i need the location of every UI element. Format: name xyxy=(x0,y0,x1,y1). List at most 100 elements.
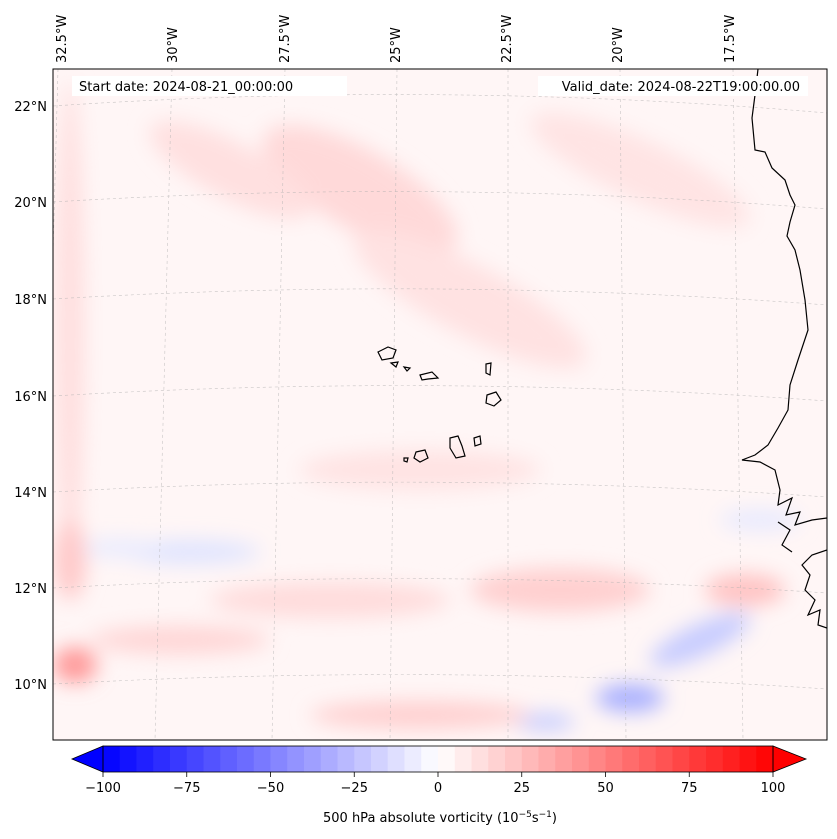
parallel-22N xyxy=(53,94,827,114)
vorticity-pos-southwest xyxy=(54,520,86,600)
map-frame xyxy=(52,68,828,741)
island-santo-antao xyxy=(377,346,397,361)
vorticity-neg-bottom xyxy=(515,713,575,731)
colorbar-segment xyxy=(756,746,774,772)
colorbar-tick-label: 75 xyxy=(681,781,698,796)
vorticity-neg-band-2 xyxy=(80,539,160,557)
lat-label-20N: 20°N xyxy=(14,196,47,211)
colorbar-segment xyxy=(639,746,657,772)
colorbar-segment xyxy=(119,746,137,772)
lon-label-27.5W: 27.5°W xyxy=(278,15,293,63)
colorbar-segment xyxy=(521,746,539,772)
meridian-27.5W xyxy=(271,69,286,740)
colorbar-segment xyxy=(605,746,623,772)
island-sao-vicente xyxy=(389,361,399,368)
lat-label-22N: 22°N xyxy=(14,100,47,115)
colorbar-segment xyxy=(170,746,188,772)
colorbar-segment xyxy=(186,746,204,772)
colorbar-segment xyxy=(538,746,556,772)
vorticity-band-north xyxy=(262,125,458,255)
vorticity-pos-band-1 xyxy=(470,568,650,612)
lon-label-20W: 20°W xyxy=(611,27,626,63)
colorbar-segment xyxy=(136,746,154,772)
parallel-16N xyxy=(53,385,827,402)
colorbar-extend-min xyxy=(70,745,104,773)
colorbar-label-base: 500 hPa absolute vorticity (10 xyxy=(323,811,519,826)
colorbar-ticks: −100 −75 −50 −25 0 25 50 75 100 xyxy=(85,772,785,796)
lat-label-16N: 16°N xyxy=(14,390,47,405)
meridian-30W xyxy=(154,69,173,740)
lat-label-10N: 10°N xyxy=(14,678,47,693)
colorbar-tick-label: 25 xyxy=(513,781,530,796)
africa-coastline xyxy=(741,69,827,526)
colorbar-segment xyxy=(471,746,489,772)
colorbar-segment xyxy=(371,746,389,772)
vorticity-pos-band-3 xyxy=(90,626,270,654)
lat-label-14N: 14°N xyxy=(14,486,47,501)
colorbar-label: 500 hPa absolute vorticity (10−5s−1) xyxy=(323,810,557,826)
lon-label-17.5W: 17.5°W xyxy=(723,15,738,63)
vorticity-band-central xyxy=(354,231,586,369)
colorbar-tick-label: 100 xyxy=(761,781,786,796)
colorbar-segment xyxy=(454,746,472,772)
parallel-10N xyxy=(53,674,827,690)
island-sal xyxy=(485,362,492,376)
colorbar-segment xyxy=(203,746,221,772)
colorbar-label-exp1: −5 xyxy=(519,810,532,820)
colorbar-segment xyxy=(337,746,355,772)
meridian-25W xyxy=(389,69,398,740)
colorbar-segment xyxy=(488,746,506,772)
colorbar-segments xyxy=(103,746,774,772)
meridian-20W xyxy=(619,69,627,740)
island-fogo xyxy=(413,449,429,463)
colorbar-segment xyxy=(153,746,171,772)
vorticity-pos-band-2 xyxy=(210,582,450,618)
vorticity-pos-bottom xyxy=(310,701,530,729)
vorticity-pos-southeast xyxy=(705,574,785,606)
island-santa-luzia xyxy=(402,366,412,372)
colorbar-tick-label: −75 xyxy=(173,781,200,796)
colorbar-label-exp2: −1 xyxy=(539,810,552,820)
parallel-12N xyxy=(53,578,827,594)
longitude-labels: 32.5°W 30°W 27.5°W 25°W 22.5°W 20°W 17.5… xyxy=(55,15,738,63)
vorticity-pos-center xyxy=(300,450,540,490)
latitude-labels: 22°N 20°N 18°N 16°N 14°N 12°N 10°N xyxy=(14,100,47,693)
valid-date-box xyxy=(538,76,808,96)
colorbar-segment xyxy=(722,746,740,772)
colorbar-segment xyxy=(655,746,673,772)
colorbar-tick-label: 0 xyxy=(434,781,442,796)
vorticity-max-southwest xyxy=(53,647,97,683)
colorbar-tick-label: −25 xyxy=(341,781,368,796)
colorbar-segment xyxy=(354,746,372,772)
colorbar-segment xyxy=(555,746,573,772)
island-boa-vista xyxy=(485,391,502,407)
colorbar-segment xyxy=(387,746,405,772)
colorbar-label-mid: s xyxy=(532,811,539,826)
colorbar-segment xyxy=(287,746,305,772)
vorticity-field xyxy=(53,80,800,731)
colorbar-extend-max xyxy=(772,745,808,773)
valid-date-label: Valid_date: 2024-08-22T19:00:00.00 xyxy=(562,80,800,95)
meridian-17.5W xyxy=(732,69,744,740)
lon-label-32.5W: 32.5°W xyxy=(55,15,70,63)
colorbar-segment xyxy=(689,746,707,772)
colorbar-segment xyxy=(438,746,456,772)
start-date-label: Start date: 2024-08-21_00:00:00 xyxy=(79,80,293,95)
colorbar-segment xyxy=(622,746,640,772)
colorbar-tick-label: −50 xyxy=(257,781,284,796)
colorbar-segment xyxy=(421,746,439,772)
africa-coastline-south xyxy=(801,549,827,629)
colorbar-segment xyxy=(237,746,255,772)
colorbar-segment xyxy=(103,746,121,772)
colorbar-segment xyxy=(706,746,724,772)
vorticity-band-east xyxy=(530,112,750,228)
lat-label-12N: 12°N xyxy=(14,582,47,597)
vorticity-west-strip xyxy=(56,80,84,580)
vorticity-min-south xyxy=(596,684,664,712)
colorbar: −100 −75 −50 −25 0 25 50 75 100 500 hPa absolute… xyxy=(70,745,808,826)
lon-label-25W: 25°W xyxy=(389,27,404,63)
gridlines xyxy=(53,69,827,740)
island-brava xyxy=(403,457,409,463)
lon-label-30W: 30°W xyxy=(166,27,181,63)
